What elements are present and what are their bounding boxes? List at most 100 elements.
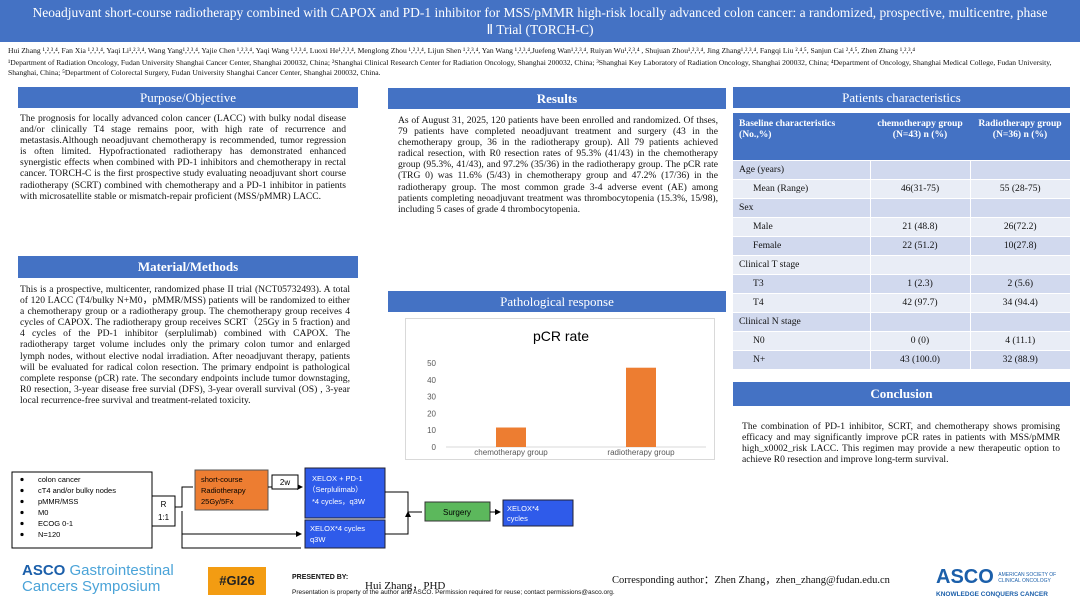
table-row: Sex	[733, 197, 1070, 217]
logo-text: AMERICAN SOCIETY OF	[998, 571, 1057, 578]
bar	[496, 427, 526, 447]
bullet	[20, 477, 24, 482]
y-tick-label: 20	[427, 409, 436, 418]
table-row: Mean (Range) 46(31-75) 55 (28-75)	[733, 178, 1070, 198]
cell: 26(72.2)	[969, 216, 1070, 236]
criterion: colon cancer	[38, 475, 81, 484]
adjuvant-line: cycles	[507, 514, 528, 523]
column-header: Radiotherapy group (N=36) n (%)	[978, 118, 1062, 140]
affiliations: ¹Department of Radiation Oncology, Fudan…	[8, 58, 1052, 77]
bullet	[20, 532, 24, 537]
scrt-line: 25Gy/5Fx	[201, 497, 234, 506]
section-heading: Purpose/Objective	[18, 87, 358, 108]
section-heading: Material/Methods	[18, 256, 358, 278]
bullet	[20, 488, 24, 493]
logo-text: ASCO	[22, 562, 66, 579]
cell: 34 (94.4)	[969, 292, 1070, 312]
logo-text: ASCO	[936, 566, 994, 588]
corresponding-author: Corresponding author：Zhen Zhang，zhen_zha…	[612, 575, 890, 586]
ratio: 1:1	[158, 513, 170, 522]
y-tick-label: 10	[427, 426, 436, 435]
adjuvant-line: XELOX*4	[507, 504, 539, 513]
table-row: N0 0 (0) 4 (11.1)	[733, 330, 1070, 350]
cell	[969, 159, 1070, 179]
cell: 4 (11.1)	[969, 330, 1070, 350]
authors: Hui Zhang ¹,²,³,⁴, Fan Xia ¹,²,³,⁴, Yaqi…	[8, 46, 916, 55]
row-label: Age (years)	[733, 159, 870, 179]
hashtag: #GI26	[208, 567, 266, 595]
table-row: Clinical T stage	[733, 254, 1070, 274]
poster-title: Neoadjuvant short-course radiotherapy co…	[0, 0, 1080, 42]
section-heading: Results	[388, 88, 726, 109]
row-label: N+	[733, 349, 870, 369]
logo-text: Cancers Symposium	[22, 578, 161, 595]
cell	[869, 311, 970, 331]
cell: 2 (5.6)	[969, 273, 1070, 293]
scrt-box	[194, 469, 269, 511]
scrt-line: short-course	[201, 475, 243, 484]
cell: 10(27.8)	[969, 235, 1070, 255]
row-label: Male	[733, 216, 870, 236]
row-label: T3	[733, 273, 870, 293]
criterion: N=120	[38, 530, 60, 539]
cell	[969, 254, 1070, 274]
presented-by: PRESENTED BY:	[292, 574, 349, 581]
y-tick-label: 40	[427, 376, 436, 385]
xelox-line: XELOX*4 cycles	[310, 524, 365, 533]
cell	[869, 197, 970, 217]
row-label: N0	[733, 330, 870, 350]
logo-text: CLINICAL ONCOLOGY	[998, 577, 1051, 584]
scrt-line: Radiotherapy	[201, 486, 246, 495]
column-header: chemotherapy group (N=43) n (%)	[877, 118, 963, 140]
notice: Presentation is property of the author a…	[292, 589, 615, 596]
cell: 55 (28-75)	[969, 178, 1070, 198]
row-label: Mean (Range)	[733, 178, 870, 198]
criterion: pMMR/MSS	[38, 497, 78, 506]
table-header: Baseline characteristics (No.,%) chemothe…	[733, 113, 1070, 160]
bullet	[20, 499, 24, 504]
table-row: N+ 43 (100.0) 32 (88.9)	[733, 349, 1070, 369]
row-label: Female	[733, 235, 870, 255]
flowchart: colon cancer cT4 and/or bulky nodes pMMR/M…	[11, 467, 574, 549]
table-row: Clinical N stage	[733, 311, 1070, 331]
y-tick-label: 0	[432, 443, 437, 452]
results-text: As of August 31, 2025, 120 patients have…	[398, 115, 718, 215]
cell: 0 (0)	[869, 330, 970, 350]
xelox-pd1-box	[304, 467, 386, 519]
criterion: ECOG 0-1	[38, 519, 73, 528]
row-label: Clinical T stage	[733, 254, 870, 274]
cell: 21 (48.8)	[869, 216, 970, 236]
xelox-pd1-line: *4 cycles，q3W	[312, 497, 366, 506]
cell: 1 (2.3)	[869, 273, 970, 293]
x-tick-label: chemotherapy group	[474, 448, 548, 457]
criterion: cT4 and/or bulky nodes	[38, 486, 116, 495]
section-heading: Patients characteristics	[733, 87, 1070, 108]
y-tick-label: 30	[427, 393, 436, 402]
adjuvant-box	[502, 499, 574, 527]
table-row: Female 22 (51.2) 10(27.8)	[733, 235, 1070, 255]
logo-text: Gastrointestinal	[69, 562, 174, 579]
cell: 46(31-75)	[869, 178, 970, 198]
xelox-pd1-line: （Serplulimab）	[308, 485, 363, 494]
interval-box	[271, 474, 299, 490]
criterion: M0	[38, 508, 48, 517]
bullet	[20, 510, 24, 515]
cell	[869, 254, 970, 274]
y-tick-label: 50	[427, 359, 436, 368]
table-row: T3 1 (2.3) 2 (5.6)	[733, 273, 1070, 293]
table-row: Male 21 (48.8) 26(72.2)	[733, 216, 1070, 236]
conclusion-text: The combination of PD-1 inhibitor, SCRT,…	[742, 421, 1060, 466]
xelox-line: q3W	[310, 535, 326, 544]
table-row: T4 42 (97.7) 34 (94.4)	[733, 292, 1070, 312]
bullet	[20, 521, 24, 526]
asco-logo: ASCO AMERICAN SOCIETY OF CLINICAL ONCOLOG…	[936, 566, 1056, 598]
row-label: Clinical N stage	[733, 311, 870, 331]
arrows	[385, 491, 422, 535]
surgery: Surgery	[443, 508, 471, 517]
row-label: T4	[733, 292, 870, 312]
section-heading: Pathological response	[388, 291, 726, 312]
row-label: Sex	[733, 197, 870, 217]
cell: 22 (51.2)	[869, 235, 970, 255]
meeting-logo: ASCO Gastrointestinal Cancers Symposium	[22, 563, 174, 595]
interval: 2w	[280, 478, 290, 487]
